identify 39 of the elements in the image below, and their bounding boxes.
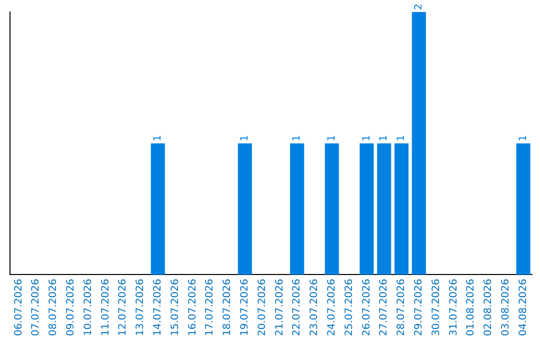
data-label: 1 — [361, 134, 372, 142]
x-tick-label: 09.07.2026 — [65, 278, 76, 336]
data-label: 1 — [326, 134, 338, 142]
x-tick-label: 07.07.2026 — [30, 278, 42, 336]
x-tick-label: 06.07.2026 — [13, 278, 24, 336]
x-tick-label: 04.08.2026 — [518, 278, 529, 336]
x-tick-label: 01.08.2026 — [466, 278, 477, 336]
data-label: 1 — [292, 134, 303, 142]
x-tick-label: 19.07.2026 — [239, 278, 250, 336]
x-tick-label: 23.07.2026 — [309, 278, 320, 336]
data-label: 2 — [413, 4, 424, 10]
x-tick-label: 12.07.2026 — [118, 278, 129, 336]
x-tick-label: 21.07.2026 — [274, 278, 286, 336]
x-tick-label: 31.07.2026 — [448, 278, 460, 336]
x-tick-label: 15.07.2026 — [170, 278, 181, 336]
x-tick-label: 30.07.2026 — [430, 278, 442, 336]
x-tick-label: 17.07.2026 — [204, 278, 216, 336]
x-tick-label: 14.07.2026 — [152, 278, 164, 336]
data-label: 1 — [518, 134, 529, 142]
x-tick-label: 02.08.2026 — [483, 278, 494, 336]
x-tick-label: 29.07.2026 — [413, 278, 424, 336]
x-tick-label: 25.07.2026 — [344, 278, 355, 336]
x-tick-label: 27.07.2026 — [378, 278, 390, 336]
data-label: 1 — [396, 134, 408, 142]
x-tick-label: 08.07.2026 — [48, 278, 60, 336]
x-tick-label: 26.07.2026 — [361, 278, 372, 336]
data-label: 1 — [152, 134, 164, 142]
data-label: 1 — [378, 134, 390, 142]
x-tick-label: 22.07.2026 — [292, 278, 303, 336]
x-tick-label: 03.08.2026 — [500, 278, 512, 336]
x-tick-label: 28.07.2026 — [396, 278, 408, 336]
x-tick-label: 24.07.2026 — [326, 278, 338, 336]
data-label: 1 — [239, 134, 250, 142]
x-tick-label: 13.07.2026 — [135, 278, 146, 336]
x-tick-label: 20.07.2026 — [256, 278, 268, 336]
x-tick-label: 18.07.2026 — [222, 278, 234, 336]
x-tick-label: 11.07.2026 — [100, 278, 112, 336]
x-tick-label: 10.07.2026 — [82, 278, 94, 336]
x-tick-label: 16.07.2026 — [187, 278, 198, 336]
